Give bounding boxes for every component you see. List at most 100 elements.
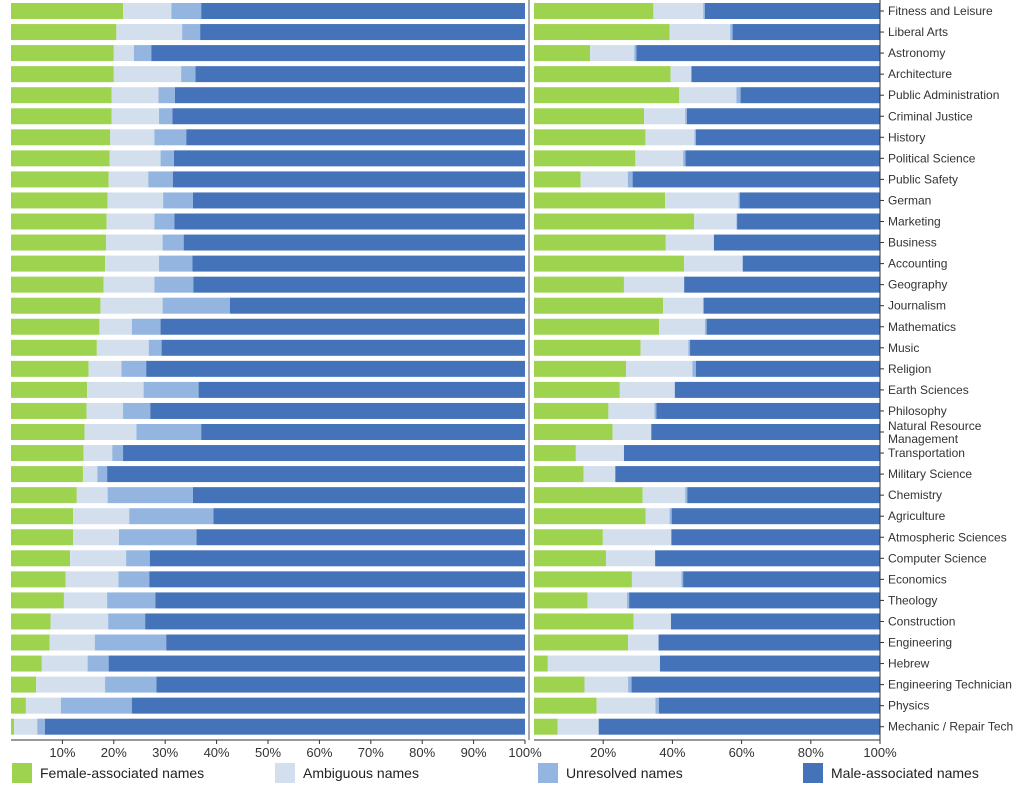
bar-segment-ambiguous: [100, 297, 163, 314]
bar-segment-male: [658, 634, 880, 651]
bar-segment-unresolved: [736, 213, 738, 230]
category-label: Mathematics: [888, 320, 956, 334]
bar-segment-female: [534, 360, 627, 377]
bar-segment-female: [534, 676, 585, 693]
bar-segment-ambiguous: [608, 402, 655, 419]
bar-segment-ambiguous: [659, 318, 705, 335]
bar-segment-female: [534, 487, 643, 504]
bar-segment-ambiguous: [590, 45, 635, 62]
x-tick-label: 40%: [659, 745, 685, 760]
bar-segment-ambiguous: [633, 613, 672, 630]
bar-segment-ambiguous: [108, 171, 149, 188]
category-label: Business: [888, 236, 937, 250]
bar-segment-male: [658, 697, 880, 714]
bar-segment-ambiguous: [116, 24, 183, 41]
bar-segment-male: [172, 108, 525, 125]
bar-segment-ambiguous: [584, 676, 629, 693]
bar-segment-female: [11, 24, 117, 41]
bar-segment-unresolved: [160, 150, 174, 167]
bar-segment-female: [11, 634, 50, 651]
bar-segment-ambiguous: [84, 424, 137, 440]
bar-segment-female: [11, 3, 124, 19]
bar-segment-male: [655, 550, 880, 567]
bar-segment-male: [656, 402, 880, 419]
bar-segment-female: [11, 718, 15, 735]
legend-swatch-male: [803, 763, 823, 783]
bar-segment-female: [11, 655, 42, 672]
bar-segment-ambiguous: [626, 360, 693, 377]
bar-segment-unresolved: [736, 87, 741, 104]
bar-segment-male: [598, 718, 880, 735]
bar-segment-female: [534, 192, 666, 209]
bar-segment-unresolved: [154, 213, 175, 230]
x-tick-label: 80%: [798, 745, 824, 760]
bar-segment-female: [534, 424, 613, 440]
bar-segment-male: [632, 171, 880, 188]
x-tick-label: 20%: [590, 745, 616, 760]
category-label: Geography: [888, 278, 947, 292]
bar-segment-male: [149, 550, 525, 567]
bar-segment-male: [671, 613, 880, 630]
bar-segment-male: [684, 276, 880, 293]
x-tick-label: 10%: [49, 745, 75, 760]
category-label: Atmospheric Sciences: [888, 530, 1007, 544]
category-label: Theology: [888, 593, 937, 607]
bar-segment-unresolved: [182, 24, 201, 41]
bar-segment-ambiguous: [106, 234, 163, 251]
x-tick-label: 100%: [863, 745, 897, 760]
legend-swatch-female: [12, 763, 32, 783]
bar-segment-male: [149, 571, 525, 588]
bar-segment-ambiguous: [583, 466, 616, 483]
bar-segment-unresolved: [703, 3, 705, 19]
bar-segment-unresolved: [162, 297, 230, 314]
bar-segment-female: [11, 339, 97, 356]
bar-segment-female: [11, 87, 112, 104]
bar-segment-unresolved: [107, 592, 156, 609]
bar-segment-female: [11, 171, 109, 188]
bar-segment-female: [534, 718, 558, 735]
bar-segment-ambiguous: [50, 613, 109, 630]
bar-segment-unresolved: [704, 318, 707, 335]
bar-segment-ambiguous: [76, 487, 108, 504]
bar-segment-ambiguous: [670, 66, 692, 83]
bar-segment-ambiguous: [580, 171, 628, 188]
bar-segment-male: [636, 45, 880, 62]
x-tick-label: 50%: [255, 745, 281, 760]
bar-segment-ambiguous: [612, 424, 652, 440]
bar-segment-female: [534, 171, 581, 188]
category-label: Architecture: [888, 67, 952, 81]
bar-segment-male: [174, 87, 525, 104]
bar-segment-female: [534, 213, 695, 230]
bar-segment-female: [534, 339, 641, 356]
bar-segment-unresolved: [681, 571, 684, 588]
bar-segment-male: [685, 150, 880, 167]
bar-segment-male: [671, 529, 880, 546]
bar-segment-female: [534, 550, 606, 567]
bar-segment-ambiguous: [547, 655, 660, 672]
legend-label-unresolved: Unresolved names: [566, 765, 683, 781]
bar-segment-male: [659, 655, 880, 672]
bar-segment-ambiguous: [628, 634, 659, 651]
bar-segment-ambiguous: [49, 634, 95, 651]
bar-segment-female: [534, 3, 654, 19]
bar-segment-ambiguous: [623, 276, 685, 293]
bar-segment-male: [737, 213, 880, 230]
bar-segment-female: [534, 276, 624, 293]
bar-segment-unresolved: [181, 66, 196, 83]
bar-segment-ambiguous: [679, 87, 737, 104]
bar-segment-unresolved: [162, 234, 184, 251]
bar-segment-ambiguous: [631, 571, 682, 588]
bar-segment-ambiguous: [113, 45, 134, 62]
bar-segment-female: [534, 108, 645, 125]
bar-segment-female: [534, 402, 609, 419]
legend-label-ambiguous: Ambiguous names: [303, 765, 419, 781]
bar-segment-female: [11, 571, 66, 588]
bar-segment-unresolved: [685, 108, 687, 125]
bar-segment-male: [145, 613, 525, 630]
bar-segment-male: [742, 255, 880, 272]
bar-segment-male: [704, 3, 880, 19]
bar-segment-unresolved: [148, 339, 162, 356]
bar-segment-female: [11, 697, 26, 714]
bar-segment-ambiguous: [73, 508, 130, 525]
bar-segment-male: [192, 192, 525, 209]
